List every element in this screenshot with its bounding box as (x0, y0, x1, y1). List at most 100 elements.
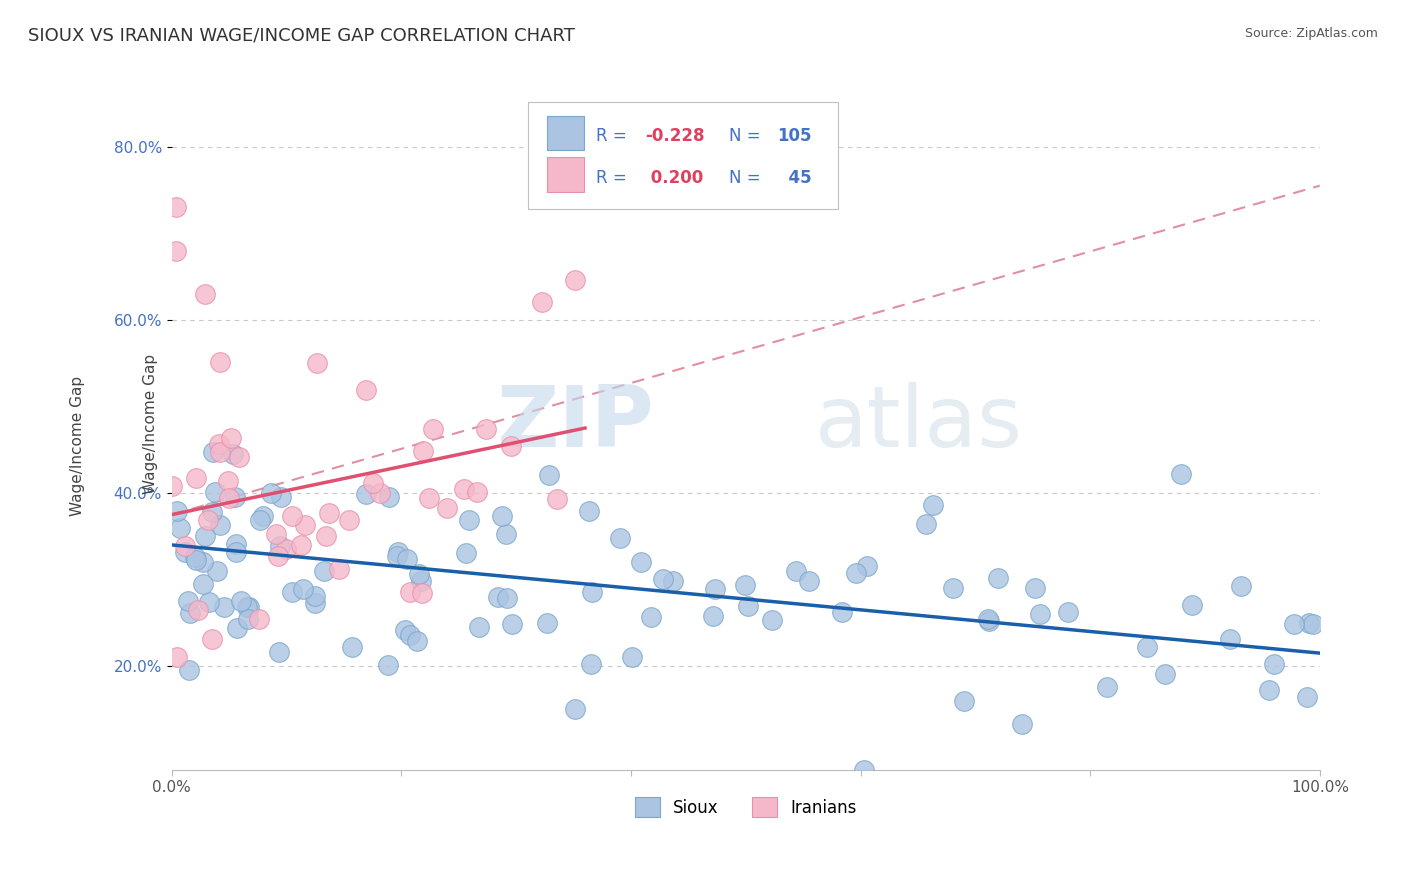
Point (952, 694, 974, 708)
Point (1024, 581, 1046, 595)
Point (564, 702, 586, 716)
Point (222, 447, 245, 461)
Point (501, 617, 523, 632)
Point (855, 558, 877, 573)
Point (915, 516, 938, 531)
Point (1057, 605, 1080, 619)
Point (201, 632, 224, 646)
Point (394, 623, 416, 637)
Point (304, 589, 326, 603)
Text: Wage/Income Gap: Wage/Income Gap (70, 376, 84, 516)
Point (922, 499, 945, 513)
Point (458, 513, 481, 527)
Point (177, 664, 200, 678)
Point (315, 529, 337, 543)
Point (174, 545, 197, 559)
Text: Source: ZipAtlas.com: Source: ZipAtlas.com (1244, 27, 1378, 40)
Point (281, 508, 304, 523)
FancyBboxPatch shape (527, 102, 838, 209)
Point (495, 526, 517, 541)
Point (609, 531, 631, 545)
Text: SIOUX VS IRANIAN WAGE/INCOME GAP CORRELATION CHART: SIOUX VS IRANIAN WAGE/INCOME GAP CORRELA… (28, 27, 575, 45)
Point (184, 552, 207, 566)
Point (260, 486, 283, 500)
Point (486, 591, 509, 605)
Point (363, 476, 385, 491)
Point (977, 614, 1000, 628)
Point (581, 585, 603, 599)
Point (266, 549, 288, 563)
Point (578, 504, 600, 518)
Point (307, 356, 329, 370)
Point (328, 561, 350, 575)
Point (208, 436, 231, 450)
Text: R =: R = (596, 128, 633, 145)
Point (1296, 690, 1319, 705)
Point (208, 517, 231, 532)
Point (269, 539, 291, 553)
Point (238, 612, 260, 626)
Point (204, 485, 226, 500)
Point (191, 576, 214, 591)
Point (761, 613, 783, 627)
Point (536, 615, 558, 630)
Point (179, 606, 201, 620)
Point (1170, 467, 1192, 481)
Point (166, 650, 188, 665)
Legend: Sioux, Iranians: Sioux, Iranians (628, 790, 863, 824)
Point (187, 603, 209, 617)
Point (456, 546, 478, 560)
Point (1029, 607, 1052, 621)
Bar (547, 116, 583, 150)
Point (197, 513, 219, 527)
Point (704, 582, 727, 596)
Point (468, 620, 491, 634)
Point (337, 513, 360, 527)
Point (183, 549, 205, 564)
Point (177, 593, 200, 607)
Point (252, 508, 274, 523)
Point (378, 490, 401, 504)
Point (976, 612, 998, 626)
Point (564, 272, 586, 286)
Point (218, 491, 240, 505)
Point (436, 500, 458, 515)
Point (194, 286, 217, 301)
Text: N =: N = (728, 169, 765, 186)
Point (385, 549, 408, 563)
Point (368, 486, 391, 500)
Point (942, 581, 965, 595)
Point (270, 490, 292, 504)
Point (208, 445, 231, 459)
Text: ZIP: ZIP (496, 382, 654, 466)
Point (409, 574, 432, 588)
Point (219, 431, 242, 445)
Point (987, 571, 1010, 585)
Point (453, 482, 475, 496)
Point (231, 594, 253, 608)
Point (734, 578, 756, 592)
Point (702, 608, 724, 623)
Point (845, 566, 868, 581)
Point (238, 600, 260, 615)
Point (621, 649, 644, 664)
Point (290, 538, 312, 552)
Point (1095, 680, 1118, 694)
Point (165, 200, 187, 214)
Point (422, 422, 444, 436)
Point (225, 544, 247, 558)
Point (225, 621, 247, 635)
Point (224, 490, 246, 504)
Point (399, 627, 422, 641)
Point (831, 605, 853, 619)
Point (651, 572, 673, 586)
Point (173, 539, 195, 553)
Point (387, 544, 409, 558)
Point (1230, 578, 1253, 592)
Text: R =: R = (596, 169, 633, 186)
Text: -0.228: -0.228 (645, 128, 704, 145)
Point (785, 564, 807, 578)
Point (165, 244, 187, 258)
Point (418, 491, 440, 505)
Point (1263, 657, 1285, 672)
